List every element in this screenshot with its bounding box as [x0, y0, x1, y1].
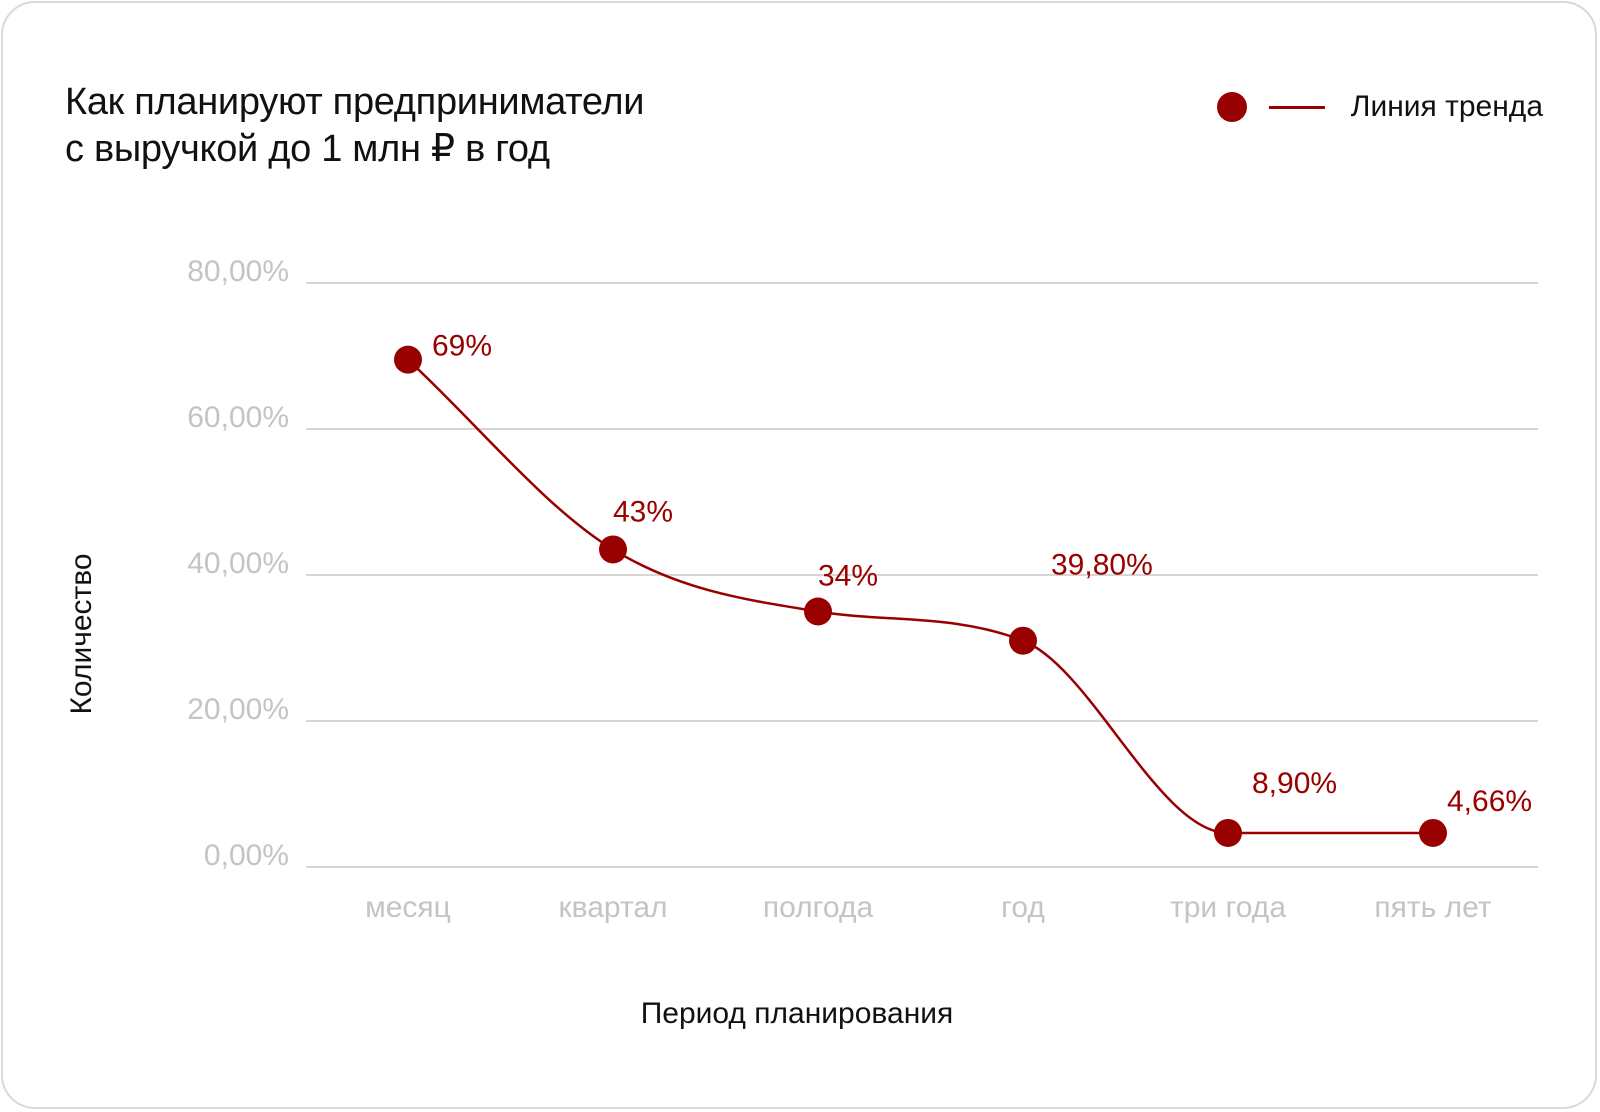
y-tick-label: 40,00% — [187, 547, 289, 580]
x-axis-ticks: месяц квартал полгода год три года пять лет — [365, 891, 1492, 924]
legend-marker-icon — [1216, 92, 1247, 122]
y-axis-ticks: 0,00% 20,00% 40,00% 60,00% 80,00% — [187, 255, 289, 872]
data-label: 43% — [613, 495, 673, 528]
data-points — [394, 345, 1447, 847]
data-label: 69% — [432, 330, 492, 363]
data-point — [1009, 626, 1037, 655]
y-axis-title: Количество — [65, 553, 98, 714]
chart-title: Как планируют предприниматели с выручкой… — [65, 79, 644, 173]
chart-title-line-1: Как планируют предприниматели — [65, 81, 645, 123]
data-point — [1214, 818, 1242, 847]
y-tick-label: 20,00% — [187, 693, 289, 726]
x-tick-label: год — [1001, 891, 1045, 924]
x-axis-title: Период планирования — [641, 997, 954, 1030]
grid-lines — [306, 282, 1538, 868]
y-tick-label: 80,00% — [187, 255, 289, 288]
data-point — [599, 535, 627, 564]
x-tick-label: три года — [1170, 891, 1286, 924]
series-line — [407, 358, 1433, 835]
data-label: 34% — [818, 560, 878, 593]
data-point — [1419, 818, 1447, 847]
y-tick-label: 60,00% — [187, 401, 289, 434]
x-tick-label: квартал — [558, 891, 667, 924]
legend-label: Линия тренда — [1350, 90, 1543, 123]
x-tick-label: пять лет — [1374, 891, 1491, 924]
chart-title-line-2: с выручкой до 1 млн ₽ в год — [65, 128, 550, 170]
data-label: 4,66% — [1447, 785, 1532, 818]
x-tick-label: месяц — [365, 891, 451, 924]
data-labels: 69% 43% 34% 39,80% 8,90% 4,66% — [432, 330, 1532, 818]
legend-line-icon — [1268, 105, 1325, 109]
data-point — [804, 597, 832, 626]
y-tick-label: 0,00% — [204, 839, 289, 872]
chart-legend: Линия тренда — [1216, 87, 1543, 127]
data-label: 39,80% — [1051, 549, 1153, 582]
data-label: 8,90% — [1252, 767, 1337, 800]
x-tick-label: полгода — [763, 891, 874, 924]
data-point — [394, 345, 422, 374]
